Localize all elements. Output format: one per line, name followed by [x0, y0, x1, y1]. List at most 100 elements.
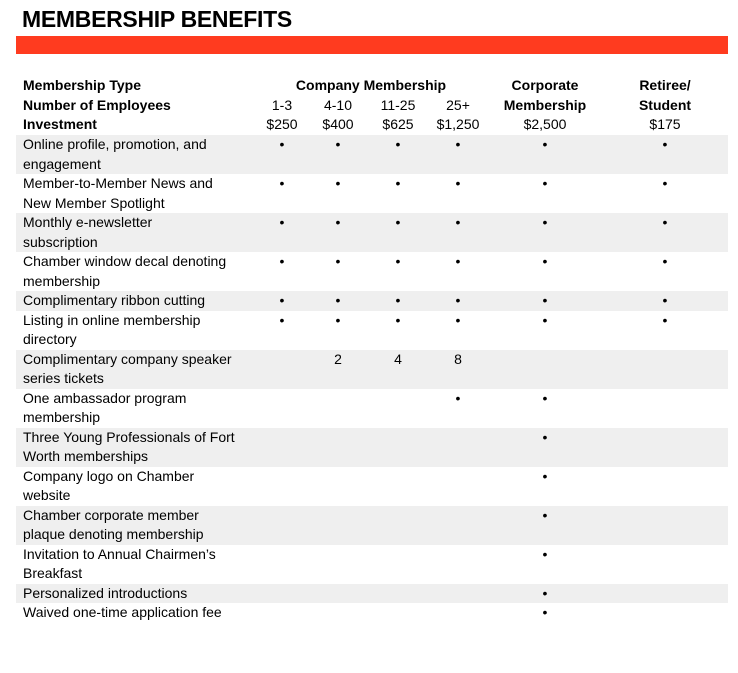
header-investment: Investment	[23, 116, 97, 132]
bullet-mark: •	[455, 253, 461, 269]
benefit-label-line: Complimentary company speaker	[23, 350, 232, 367]
bullet-mark: •	[279, 253, 285, 269]
bullet-mark: •	[335, 136, 341, 152]
table-row: Listing in online membership directory • • •…	[16, 311, 728, 350]
benefit-label: One ambassador program membership	[16, 389, 263, 428]
table-row: Complimentary ribbon cutting • • • • • •	[16, 291, 728, 311]
benefit-label: Chamber corporate member plaque denoting …	[16, 506, 263, 545]
bullet-mark: •	[662, 253, 668, 269]
benefit-label: Company logo on Chamber website	[16, 467, 263, 506]
table-row: Chamber window decal denoting membership •…	[16, 252, 728, 291]
bullet-mark: •	[335, 311, 341, 328]
page-title: MEMBERSHIP BENEFITS	[22, 6, 292, 32]
bullet-mark: •	[455, 311, 461, 328]
benefit-label-line: plaque denoting membership	[23, 526, 204, 542]
bullet-mark: •	[542, 136, 548, 152]
bullet-mark: •	[395, 253, 401, 269]
header-retiree-line1: Retiree/	[639, 77, 691, 93]
bullet-mark: •	[542, 604, 548, 620]
table-row: One ambassador program membership • •	[16, 389, 728, 428]
table-row: Personalized introductions •	[16, 583, 728, 604]
benefit-label-line: One ambassador program	[23, 389, 187, 406]
bullet-mark: •	[335, 175, 341, 191]
benefit-label-line: engagement	[23, 155, 101, 172]
benefit-label: Listing in online membership directory	[16, 311, 263, 350]
benefit-label-line: Personalized introductions	[23, 584, 188, 601]
benefit-label-line: New Member Spotlight	[23, 194, 165, 211]
table-row: Complimentary company speaker series tick…	[16, 349, 728, 389]
benefit-label-line: Waived one-time application fee	[23, 604, 222, 620]
bullet-mark: •	[542, 584, 548, 601]
bullet-mark: •	[455, 136, 461, 152]
price-retiree-student: $175	[649, 116, 681, 132]
header-number-of-employees: Number of Employees	[23, 96, 171, 113]
benefit-label: Chamber window decal denoting membership	[16, 252, 263, 291]
bullet-mark: •	[542, 428, 548, 445]
price-corporate: $2,500	[523, 116, 567, 132]
benefit-label: Personalized introductions	[16, 584, 263, 604]
benefit-label: Invitation to Annual Chairmen’s Breakfast	[16, 545, 263, 584]
bullet-mark: •	[662, 292, 668, 308]
bullet-mark: •	[542, 214, 548, 230]
price-11-25: $625	[382, 116, 414, 132]
bullet-mark: •	[335, 253, 341, 269]
bullet-mark: •	[542, 253, 548, 269]
benefit-label-line: Breakfast	[23, 565, 83, 581]
cell-value: 4	[394, 350, 402, 367]
tier-11-25: 11-25	[380, 96, 416, 113]
bullet-mark: •	[279, 136, 285, 152]
benefit-label-line: Three Young Professionals of Fort	[23, 428, 235, 445]
benefit-label-line: directory	[23, 331, 77, 347]
table-row: Waived one-time application fee •	[16, 603, 728, 623]
benefit-label-line: Chamber corporate member	[23, 506, 199, 523]
bullet-mark: •	[395, 214, 401, 230]
bullet-mark: •	[279, 214, 285, 230]
accent-bar	[16, 36, 728, 54]
benefit-label: Monthly e-newsletter subscription	[16, 213, 263, 252]
table-row: Member-to-Member News and New Member Spot…	[16, 174, 728, 213]
table-row: Online profile, promotion, and engagement…	[16, 135, 728, 174]
bullet-mark: •	[279, 311, 285, 328]
bullet-mark: •	[395, 311, 401, 328]
bullet-mark: •	[455, 389, 461, 406]
benefit-label: Three Young Professionals of Fort Worth m…	[16, 428, 263, 467]
benefit-label-line: Chamber window decal denoting	[23, 253, 227, 269]
cell-value: 2	[334, 350, 342, 367]
benefit-label: Member-to-Member News and New Member Spot…	[16, 174, 263, 213]
bullet-mark: •	[662, 311, 668, 328]
bullet-mark: •	[455, 292, 461, 308]
bullet-mark: •	[662, 175, 668, 191]
tier-25-plus: 25+	[446, 96, 470, 113]
table-row: Chamber corporate member plaque denoting …	[16, 505, 728, 545]
bullet-mark: •	[542, 506, 548, 523]
bullet-mark: •	[662, 214, 668, 230]
header-membership-type: Membership Type	[23, 77, 141, 93]
benefit-label-line: Member-to-Member News and	[23, 175, 213, 191]
benefit-label-line: subscription	[23, 233, 98, 250]
benefit-label: Complimentary ribbon cutting	[16, 291, 263, 311]
cell-value: 8	[454, 350, 462, 367]
bullet-mark: •	[542, 467, 548, 484]
header-retiree-line2: Student	[638, 96, 692, 113]
benefits-table: Online profile, promotion, and engagement…	[16, 135, 728, 623]
table-row: Invitation to Annual Chairmen’s Breakfast…	[16, 545, 728, 584]
benefit-label-line: Company logo on Chamber	[23, 467, 195, 484]
benefit-label-line: membership	[23, 272, 101, 289]
bullet-mark: •	[662, 136, 668, 152]
bullet-mark: •	[542, 311, 548, 328]
table-row: Three Young Professionals of Fort Worth m…	[16, 427, 728, 467]
benefit-label-line: Listing in online membership	[23, 311, 201, 328]
table-row: Monthly e-newsletter subscription • • • • • •	[16, 213, 728, 252]
header-company-membership: Company Membership	[295, 77, 447, 93]
benefit-label-line: Monthly e-newsletter	[23, 214, 153, 230]
bullet-mark: •	[542, 545, 548, 562]
benefit-label-line: membership	[23, 409, 101, 425]
bullet-mark: •	[455, 214, 461, 230]
bullet-mark: •	[279, 292, 285, 308]
table-row: Company logo on Chamber website •	[16, 467, 728, 506]
benefit-label-line: Invitation to Annual Chairmen’s	[23, 545, 216, 562]
bullet-mark: •	[335, 292, 341, 308]
bullet-mark: •	[455, 175, 461, 191]
bullet-mark: •	[542, 389, 548, 406]
bullet-mark: •	[395, 292, 401, 308]
